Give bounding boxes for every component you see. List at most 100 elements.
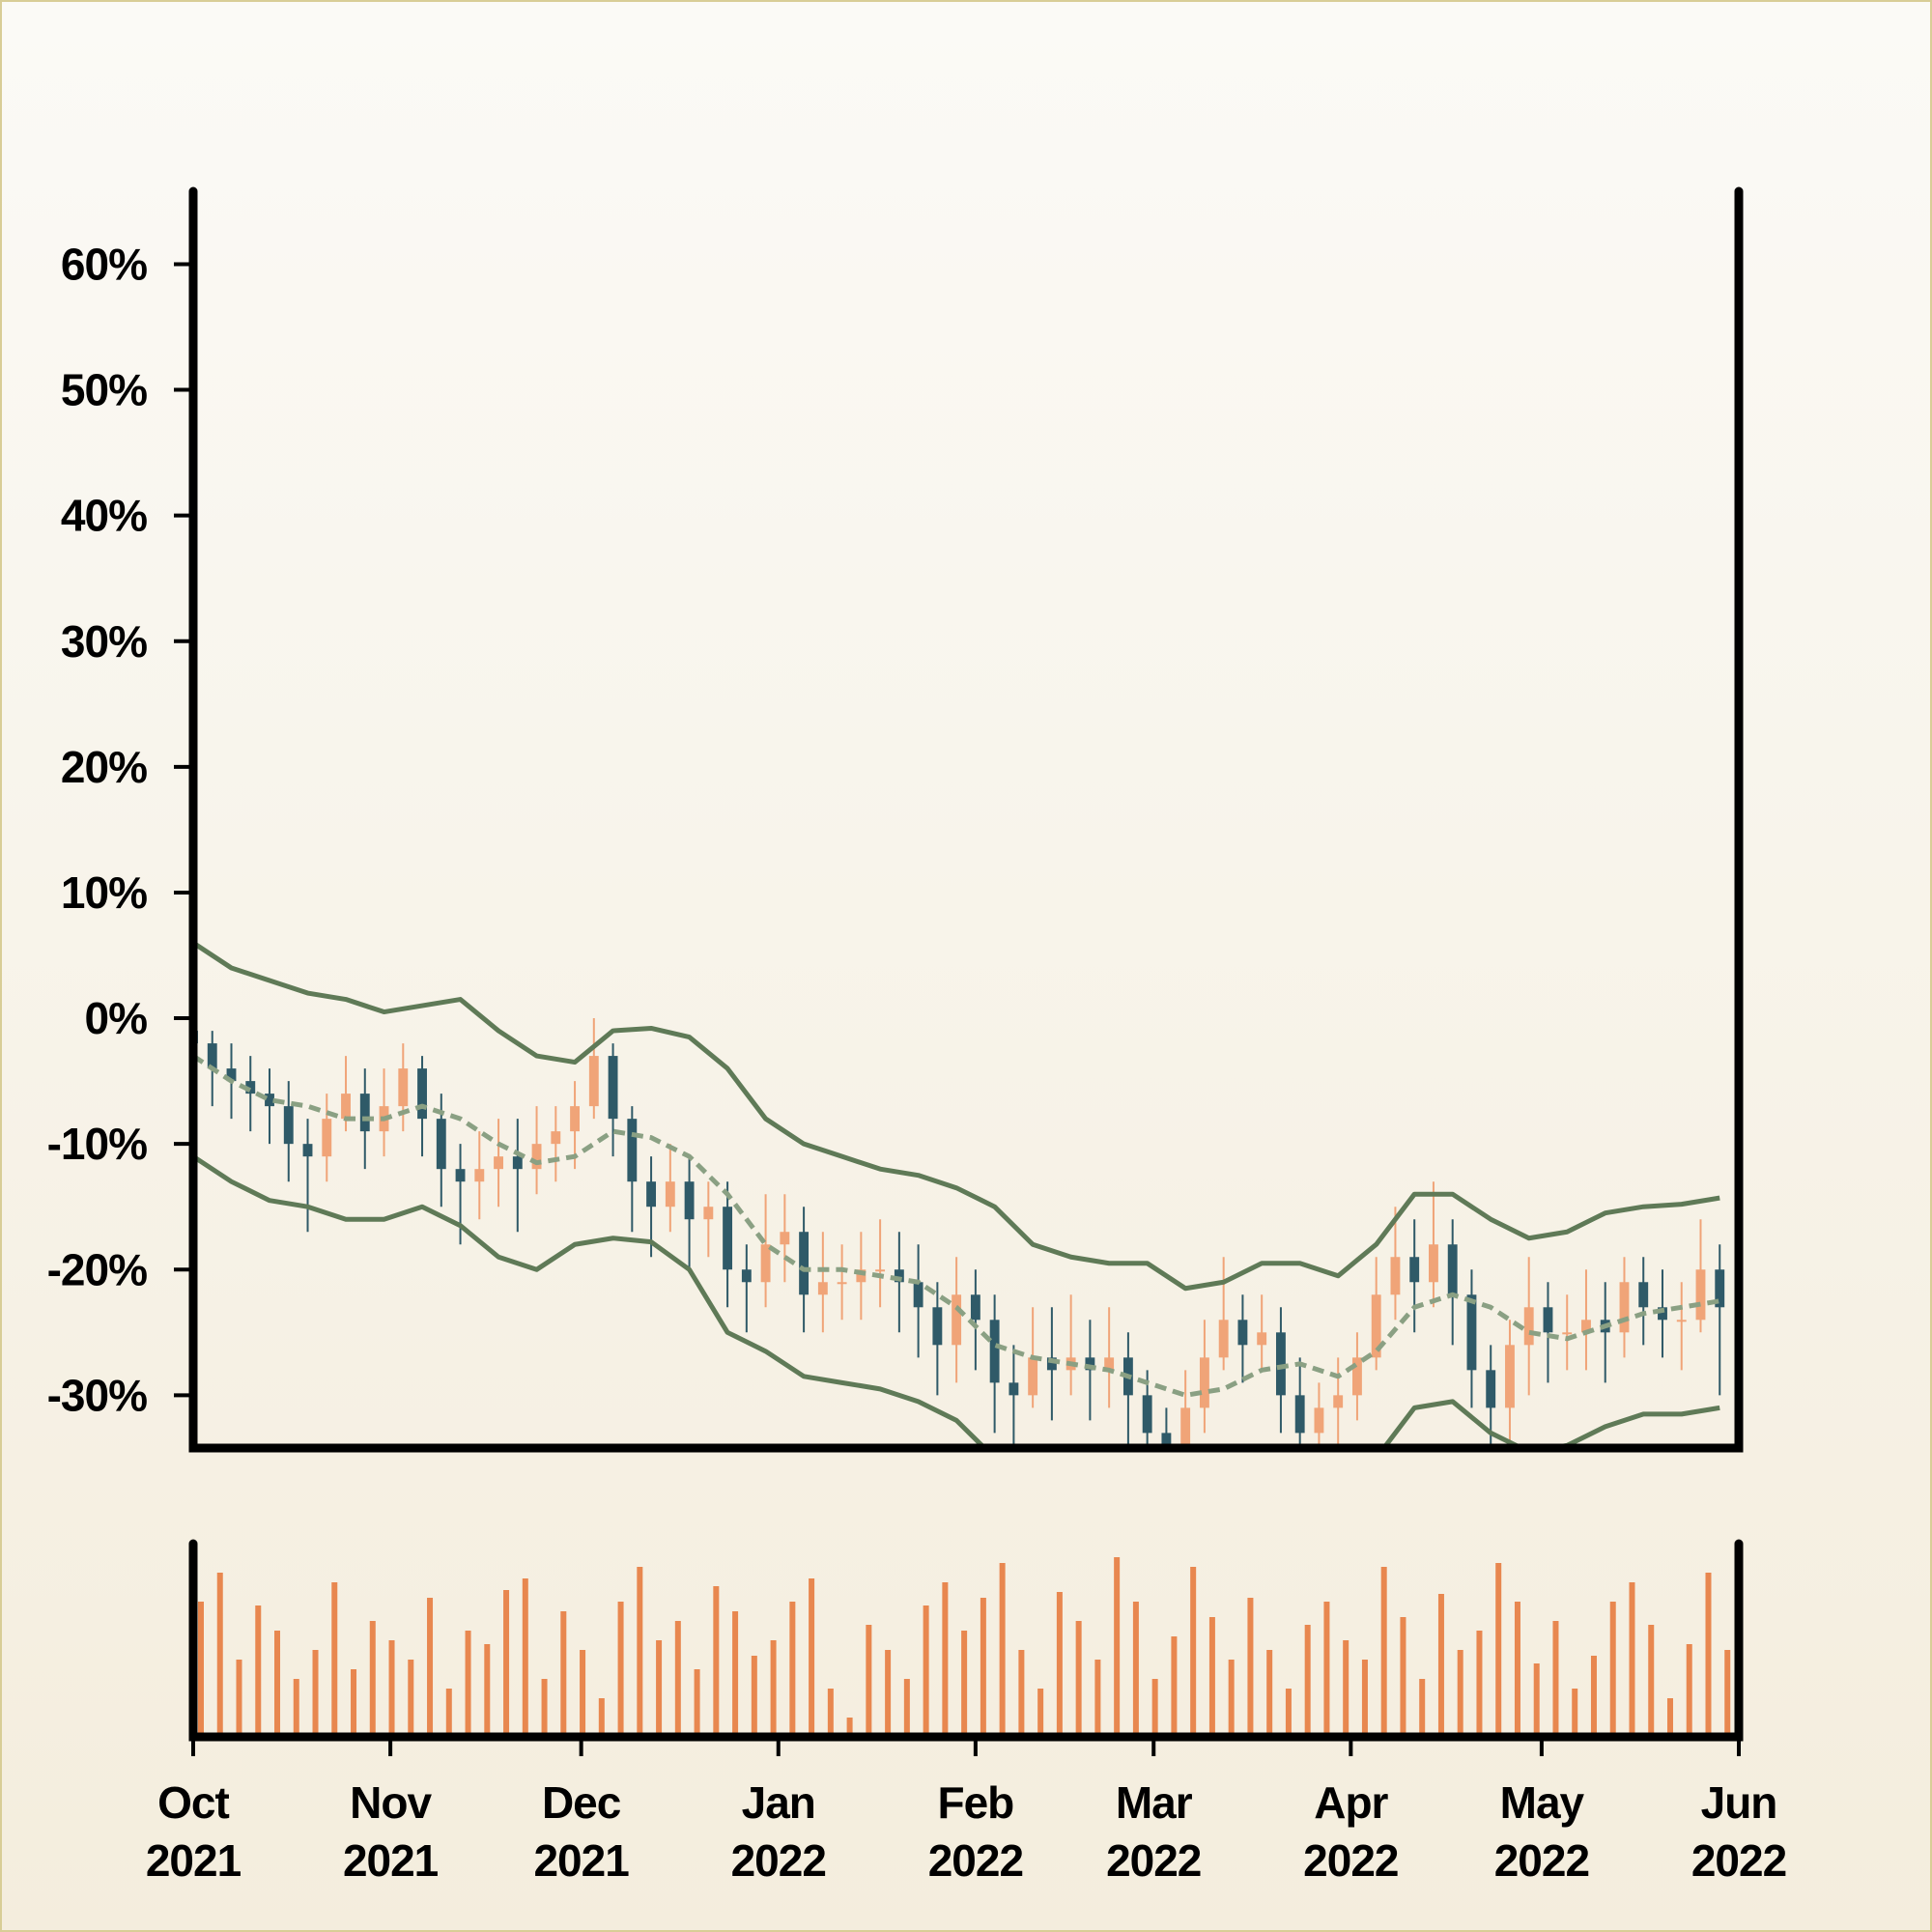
volume-bar — [1590, 1656, 1597, 1737]
volume-bar — [885, 1650, 892, 1737]
candle-body — [1695, 1269, 1706, 1321]
volume-bar — [1247, 1598, 1254, 1737]
volume-bar — [1343, 1640, 1350, 1737]
candle-body — [455, 1169, 466, 1182]
candle-body — [531, 1144, 542, 1170]
volume-bar — [1686, 1644, 1692, 1737]
volume-bar — [1495, 1563, 1502, 1737]
volume-bar — [274, 1631, 281, 1737]
volume-bar — [560, 1611, 567, 1737]
candle-body — [245, 1081, 256, 1094]
candle-body — [1390, 1257, 1401, 1295]
candle-body — [1046, 1357, 1057, 1371]
candle-body — [512, 1156, 523, 1170]
candle-body — [970, 1294, 980, 1321]
candle-body — [856, 1269, 867, 1283]
candle-body — [588, 1056, 599, 1107]
candle-body — [474, 1169, 485, 1182]
volume-bar — [713, 1586, 720, 1737]
x-tick-label: May 2022 — [1494, 1777, 1589, 1886]
volume-bar — [1476, 1631, 1483, 1737]
band-line — [193, 940, 1720, 1292]
volume-bar — [809, 1578, 815, 1737]
volume-bar — [465, 1631, 471, 1737]
y-tick-label: 40% — [61, 491, 147, 541]
volume-bar — [351, 1669, 357, 1737]
y-tick-label: -10% — [47, 1119, 147, 1169]
candle-body — [1218, 1320, 1229, 1358]
candle-body — [723, 1207, 733, 1270]
candle-body — [283, 1106, 294, 1145]
candle-body — [1429, 1244, 1438, 1283]
candle-body — [1543, 1307, 1553, 1333]
x-tick-label-line: Feb — [937, 1777, 1013, 1828]
candle-body — [760, 1244, 771, 1283]
x-tick-label-line: Jun — [1701, 1777, 1777, 1828]
x-tick-label: Jan 2022 — [731, 1777, 826, 1886]
volume-bar — [1266, 1650, 1273, 1737]
candle-body — [875, 1269, 886, 1272]
x-tick-label: Feb 2022 — [928, 1777, 1023, 1886]
volume-bar — [445, 1689, 452, 1737]
candle-body — [894, 1269, 904, 1283]
candle-body — [1581, 1320, 1591, 1333]
volume-bar — [1572, 1689, 1578, 1737]
volume-bar — [1648, 1625, 1655, 1737]
volume-bar — [1304, 1625, 1311, 1737]
volume-bar — [1132, 1602, 1139, 1737]
candle-body — [1237, 1320, 1248, 1346]
candle-body — [627, 1119, 638, 1182]
candle-body — [817, 1282, 828, 1295]
volume-bar — [1171, 1636, 1178, 1737]
volume-bar — [1190, 1567, 1197, 1737]
volume-bar — [216, 1573, 223, 1737]
candle-body — [1009, 1382, 1019, 1396]
volume-bar — [255, 1605, 262, 1737]
volume-bar — [866, 1625, 872, 1737]
candle-body — [741, 1269, 752, 1283]
candle-body — [799, 1232, 810, 1295]
volume-bar — [1666, 1698, 1673, 1737]
candle-body — [780, 1232, 790, 1245]
candle-body — [703, 1207, 714, 1220]
volume-plot — [198, 1557, 1731, 1737]
candle-body — [1505, 1345, 1515, 1408]
volume-bar — [617, 1602, 624, 1737]
volume-bar — [1552, 1621, 1559, 1737]
volume-bar — [580, 1650, 586, 1737]
candle-body — [551, 1131, 561, 1145]
candle-body — [1658, 1307, 1667, 1321]
x-tick-label: Mar 2022 — [1106, 1777, 1201, 1886]
candle-body — [1161, 1433, 1172, 1446]
volume-bar — [1705, 1573, 1712, 1737]
candle-body — [1085, 1357, 1095, 1371]
volume-bar — [1724, 1650, 1731, 1737]
volume-bar — [923, 1605, 929, 1737]
volume-bar — [1151, 1679, 1158, 1737]
candle-body — [1314, 1407, 1324, 1434]
x-tick-label-line: Mar — [1116, 1777, 1193, 1828]
y-tick-label: -30% — [47, 1370, 147, 1420]
candle-body — [226, 1068, 237, 1082]
volume-bar — [1114, 1557, 1121, 1737]
candle-body — [494, 1156, 503, 1170]
volume-bar — [408, 1660, 414, 1737]
x-tick-label-line: 2022 — [731, 1835, 826, 1886]
volume-bar — [827, 1689, 834, 1737]
band-line — [193, 1054, 1720, 1398]
x-tick-label-line: 2021 — [343, 1835, 439, 1886]
candle-body — [1409, 1257, 1420, 1283]
candle-body — [932, 1307, 943, 1346]
y-tick-label: 50% — [61, 365, 147, 415]
volume-bar — [331, 1582, 338, 1737]
x-tick-label: Nov 2021 — [343, 1777, 439, 1886]
volume-bar — [789, 1602, 796, 1737]
candle-body — [322, 1119, 332, 1157]
x-tick-label: Oct 2021 — [146, 1777, 242, 1886]
x-tick-label: Jun 2022 — [1691, 1777, 1786, 1886]
candle-body — [1676, 1320, 1687, 1322]
y-tick-label: 0% — [85, 993, 148, 1043]
candle-body — [1447, 1244, 1458, 1295]
volume-bar — [1419, 1679, 1426, 1737]
